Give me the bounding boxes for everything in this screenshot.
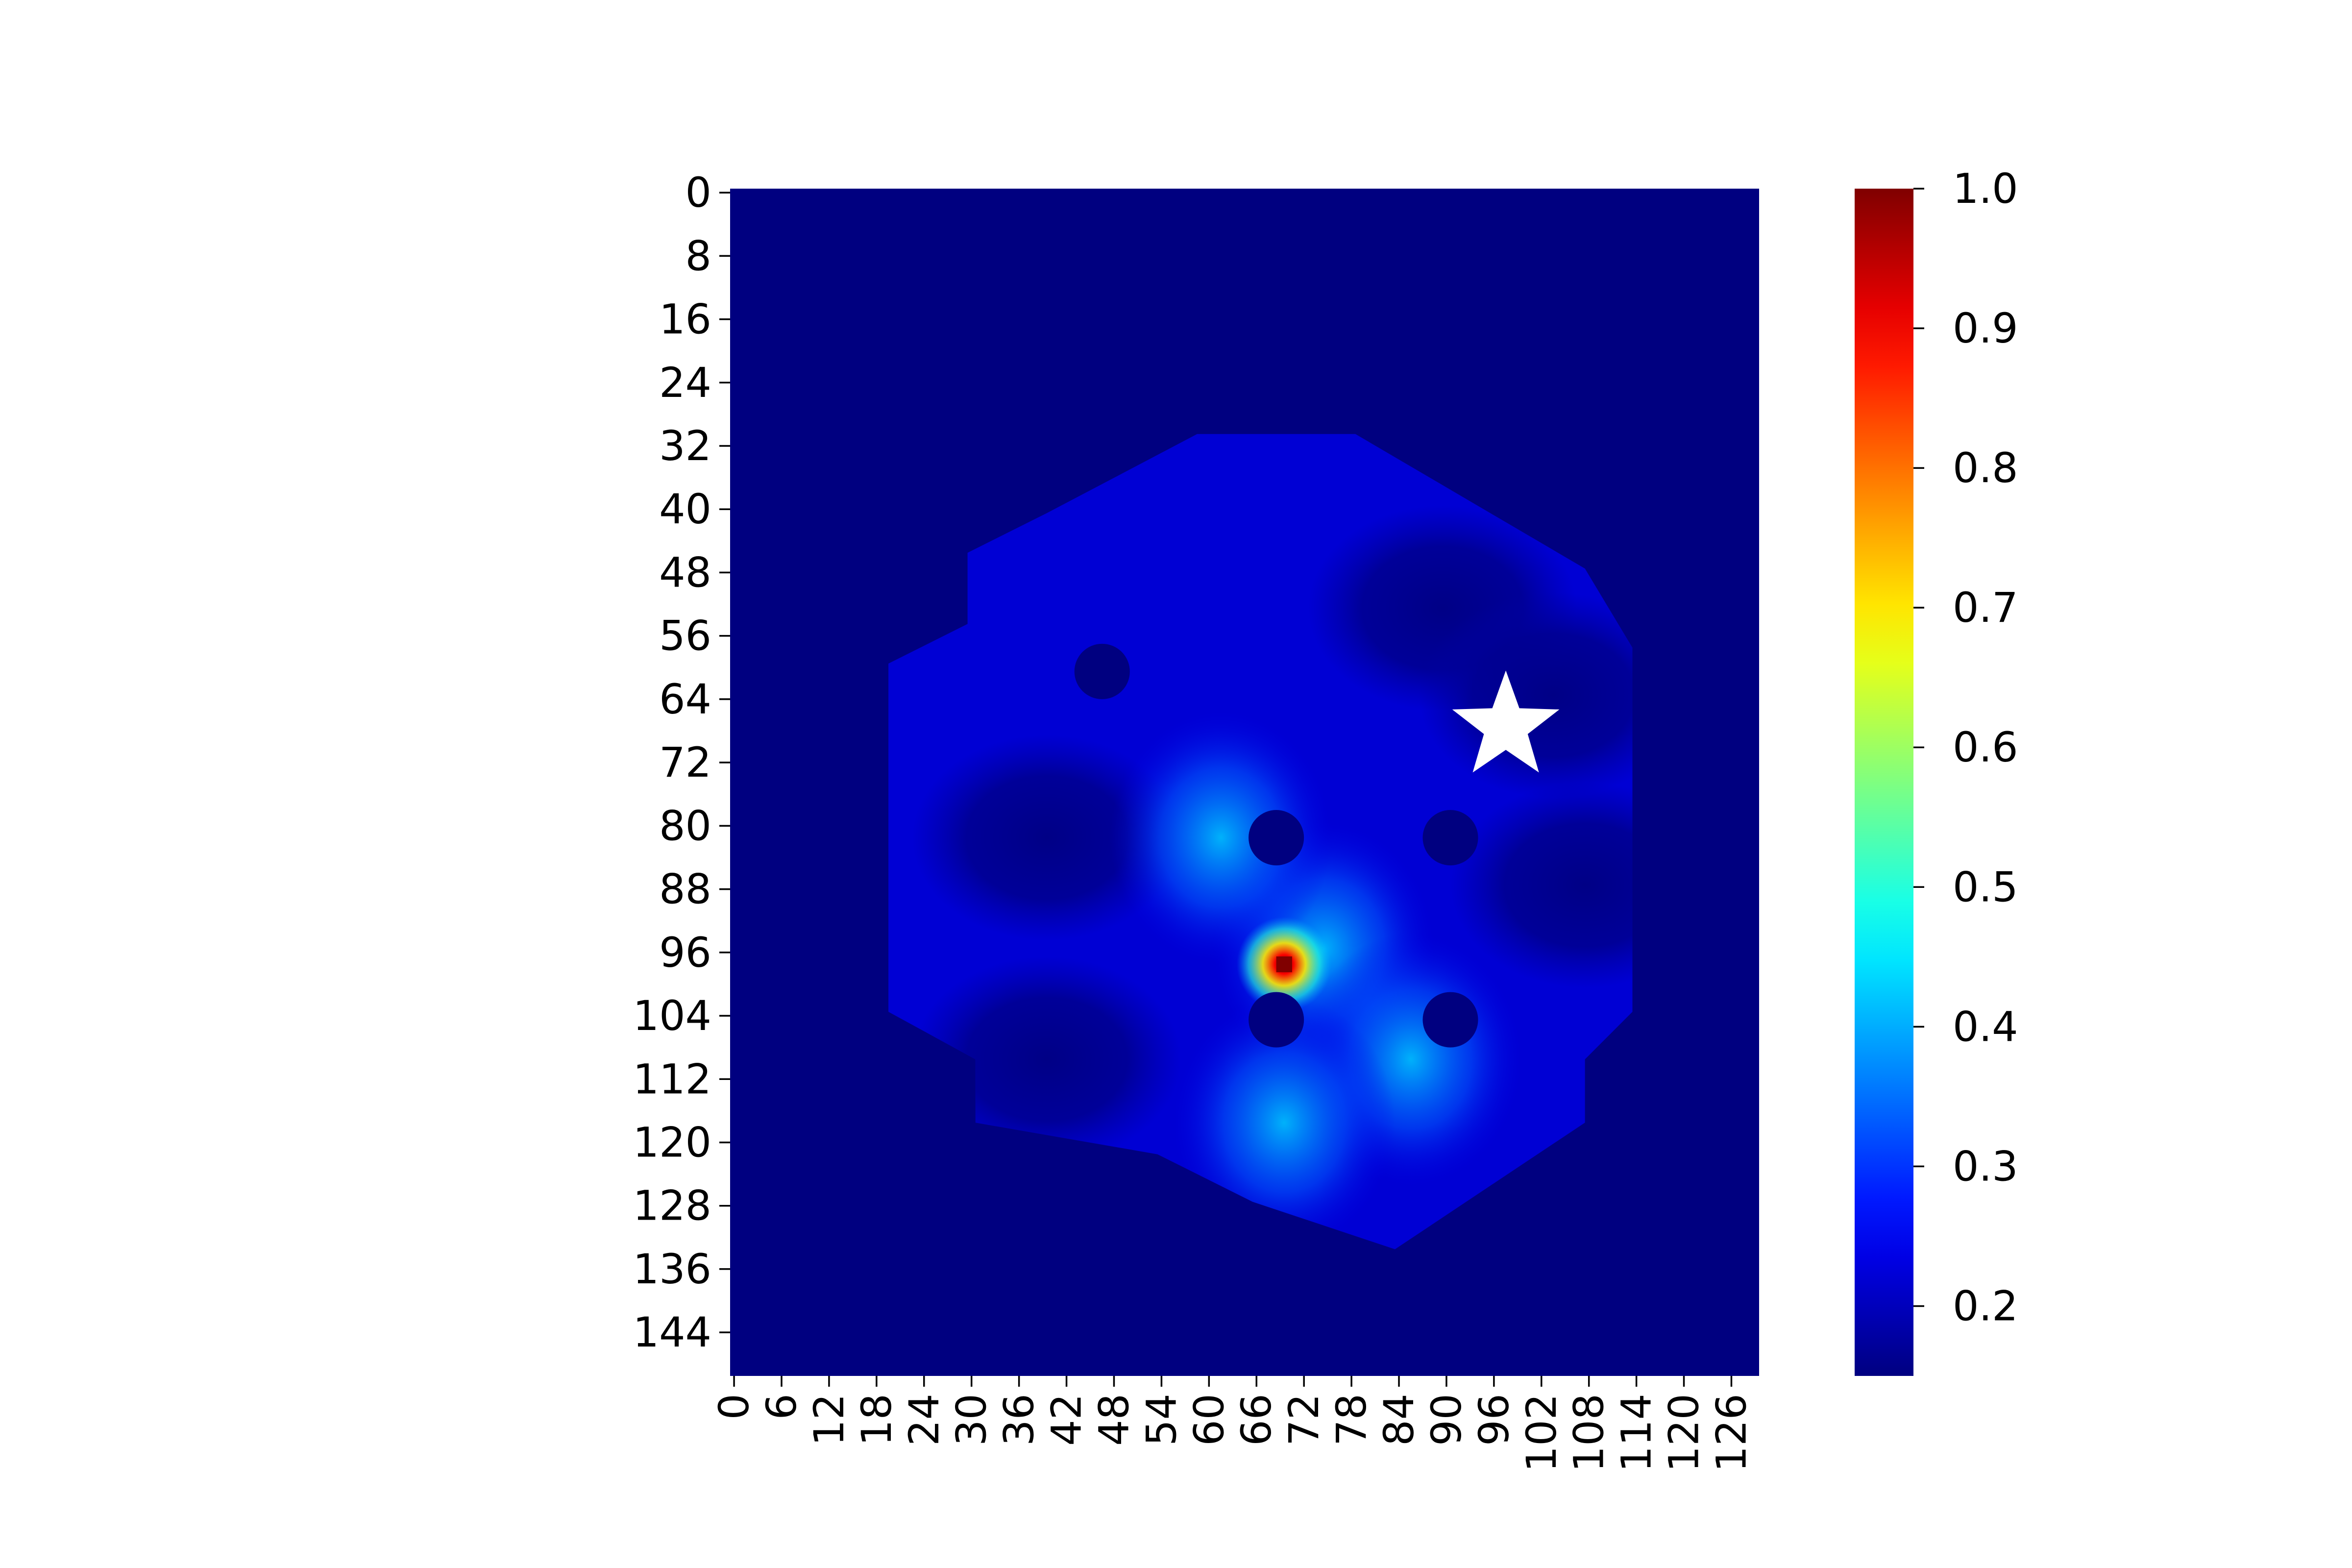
colorbar-tick-label: 0.9	[1953, 304, 2018, 352]
y-tick-label: 104	[633, 992, 711, 1040]
y-tick-label: 144	[633, 1308, 711, 1356]
x-tick-label: 126	[1708, 1394, 1756, 1472]
y-tick-label: 88	[659, 865, 711, 913]
low-value-zone	[1450, 782, 1633, 988]
x-tick-label: 24	[900, 1394, 948, 1446]
colorbar-tick-label: 0.6	[1953, 723, 2018, 771]
heatmap-cells	[730, 189, 1759, 1376]
obstacle-cell	[1074, 643, 1130, 699]
x-tick-label: 30	[948, 1394, 996, 1446]
y-tick-label: 8	[686, 232, 711, 280]
colorbar-bar	[1855, 189, 1913, 1376]
x-tick-label: 60	[1185, 1394, 1233, 1446]
colorbar-tick-label: 1.0	[1953, 165, 2018, 213]
x-tick-label: 54	[1137, 1394, 1185, 1446]
x-tick-label: 12	[805, 1394, 853, 1446]
x-tick-label: 0	[710, 1394, 758, 1420]
x-tick-label: 18	[853, 1394, 901, 1446]
high-value-band	[1173, 996, 1395, 1250]
colorbar-tick-label: 0.5	[1953, 863, 2018, 911]
y-tick-label: 32	[659, 422, 711, 470]
x-tick-label: 66	[1232, 1394, 1280, 1446]
y-tick-label: 24	[659, 359, 711, 407]
x-tick-label: 114	[1613, 1394, 1661, 1472]
obstacle-cell	[1422, 992, 1478, 1048]
y-axis: 0 8 16 24 32 40 48 56 64 72 80 88 96 104 112 120 128 136 1…	[633, 169, 730, 1356]
x-tick-label: 90	[1422, 1394, 1470, 1446]
obstacle-cell	[1249, 810, 1304, 866]
arena-region	[888, 434, 1633, 1250]
colorbar-tick-label: 0.3	[1953, 1142, 2018, 1190]
high-value-band	[1110, 711, 1332, 965]
y-tick-label: 128	[633, 1182, 711, 1230]
peak-cell	[1276, 956, 1292, 973]
x-tick-label: 108	[1565, 1394, 1613, 1472]
y-tick-label: 16	[659, 295, 711, 343]
x-tick-label: 96	[1470, 1394, 1518, 1446]
x-tick-label: 72	[1280, 1394, 1328, 1446]
goal-star-icon	[1452, 670, 1560, 773]
colorbar: 0.2 0.3 0.4 0.5 0.6 0.7 0.8 0.9 1.0	[1855, 165, 2018, 1376]
y-tick-label: 120	[633, 1118, 711, 1166]
x-tick-label: 84	[1375, 1394, 1423, 1446]
y-tick-label: 72	[659, 738, 711, 786]
x-tick-label: 42	[1043, 1394, 1091, 1446]
x-tick-label: 48	[1090, 1394, 1138, 1446]
low-value-zone	[912, 956, 1181, 1162]
low-value-zone	[912, 735, 1181, 941]
colorbar-tick-label: 0.2	[1953, 1282, 2018, 1330]
y-tick-label: 56	[659, 612, 711, 660]
x-tick-label: 78	[1327, 1394, 1375, 1446]
x-tick-label: 120	[1660, 1394, 1708, 1472]
y-tick-label: 0	[686, 169, 711, 217]
x-tick-label: 36	[995, 1394, 1043, 1446]
y-tick-label: 64	[659, 675, 711, 723]
colorbar-tick-label: 0.7	[1953, 584, 2018, 632]
colorbar-tick-label: 0.4	[1953, 1003, 2018, 1051]
heatmap-overlays	[1452, 670, 1560, 773]
y-tick-label: 80	[659, 802, 711, 850]
y-tick-label: 40	[659, 485, 711, 533]
y-tick-label: 112	[633, 1055, 711, 1103]
y-tick-label: 48	[659, 548, 711, 596]
x-tick-label: 6	[758, 1394, 806, 1420]
obstacle-cell	[1422, 810, 1478, 866]
y-tick-label: 136	[633, 1245, 711, 1293]
y-tick-label: 96	[659, 929, 711, 977]
x-tick-label: 102	[1518, 1394, 1566, 1472]
colorbar-tick-label: 0.8	[1953, 444, 2018, 492]
obstacle-cell	[1249, 992, 1304, 1048]
